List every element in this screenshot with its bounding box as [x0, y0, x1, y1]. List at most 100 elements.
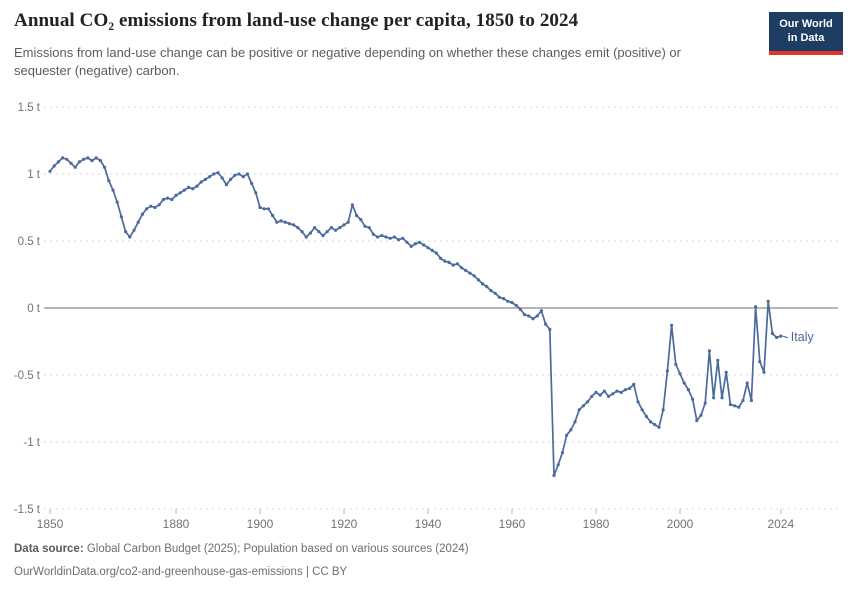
data-point-marker: [703, 401, 707, 405]
data-point-marker: [544, 322, 548, 326]
x-axis-tick-label: 1940: [415, 517, 442, 531]
data-point-marker: [640, 408, 644, 412]
citation-link[interactable]: OurWorldinData.org/co2-and-greenhouse-ga…: [14, 566, 348, 578]
data-point-marker: [720, 396, 724, 400]
data-point-marker: [115, 200, 119, 204]
data-point-marker: [216, 171, 220, 175]
y-axis-tick-label: 0 t: [27, 303, 41, 315]
data-point-marker: [699, 413, 703, 417]
data-point-marker: [220, 176, 224, 180]
owid-logo[interactable]: Our World in Data: [769, 12, 843, 55]
data-point-marker: [468, 271, 472, 275]
data-point-marker: [728, 402, 733, 407]
data-point-marker: [657, 425, 661, 429]
data-point-marker: [476, 278, 480, 282]
data-point-marker: [359, 218, 363, 222]
data-point-marker: [590, 394, 594, 398]
data-point-marker: [724, 370, 728, 374]
data-point-marker: [623, 388, 628, 392]
x-axis-tick-label: 2000: [667, 517, 694, 531]
data-point-marker: [308, 231, 312, 235]
data-point-marker: [157, 203, 161, 207]
data-point-marker: [73, 165, 77, 169]
data-point-marker: [577, 408, 581, 412]
data-point-marker: [98, 159, 102, 163]
data-point-marker: [136, 220, 140, 224]
page-title: Annual CO₂ emissions from land-use chang…: [14, 10, 579, 31]
data-point-marker: [481, 282, 485, 286]
data-point-marker: [733, 404, 737, 408]
data-point-marker: [607, 394, 611, 398]
data-point-marker: [560, 451, 565, 455]
data-point-marker: [716, 358, 720, 362]
data-point-marker: [611, 392, 615, 396]
data-point-marker: [405, 240, 409, 244]
entity-label-connector: [782, 335, 788, 339]
data-point-marker: [376, 235, 380, 239]
data-point-marker: [430, 248, 434, 252]
data-point-marker: [145, 207, 149, 211]
data-point-marker: [199, 180, 203, 184]
data-point-marker: [619, 390, 623, 394]
data-point-marker: [338, 226, 342, 230]
data-point-marker: [737, 405, 741, 409]
data-point-marker: [384, 235, 388, 239]
data-point-marker: [460, 266, 464, 270]
data-point-marker: [174, 193, 178, 197]
data-point-marker: [514, 303, 518, 307]
data-point-marker: [775, 335, 779, 340]
data-point-marker: [153, 205, 157, 210]
data-point-marker: [451, 263, 455, 267]
data-point-marker: [94, 156, 98, 160]
data-point-marker: [292, 223, 296, 227]
data-point-marker: [208, 175, 212, 179]
data-point-marker: [161, 197, 165, 202]
data-point-marker: [258, 205, 262, 210]
data-point-marker: [644, 414, 649, 419]
data-point-marker: [510, 301, 514, 305]
data-point-marker: [334, 228, 338, 232]
data-point-marker: [317, 230, 321, 234]
x-axis-tick-label: 2024: [767, 517, 794, 531]
data-point-marker: [712, 396, 716, 400]
data-point-marker: [166, 196, 170, 200]
data-point-marker: [140, 212, 144, 216]
x-axis-tick-label: 1880: [163, 517, 190, 531]
y-axis-tick-label: 0.5 t: [18, 236, 41, 248]
data-point-marker: [670, 323, 674, 327]
data-point-marker: [107, 179, 111, 183]
data-point-marker: [313, 226, 317, 230]
data-point-marker: [111, 188, 115, 192]
data-point-marker: [300, 230, 304, 234]
data-point-marker: [250, 181, 254, 185]
data-point-marker: [287, 222, 291, 226]
data-point-marker: [254, 191, 258, 195]
data-point-marker: [439, 256, 443, 260]
data-point-marker: [535, 314, 539, 318]
data-point-marker: [594, 390, 598, 394]
data-point-marker: [178, 191, 182, 195]
data-point-marker: [233, 173, 237, 177]
data-point-marker: [296, 226, 300, 230]
data-point-marker: [82, 157, 86, 161]
data-source-label: Data source:: [14, 543, 84, 555]
data-point-marker: [569, 428, 573, 432]
data-point-marker: [749, 398, 754, 403]
data-point-marker: [355, 213, 359, 218]
data-point-marker: [61, 156, 65, 160]
data-point-marker: [418, 240, 422, 244]
owid-logo-line2: in Data: [787, 31, 825, 44]
entity-label-italy[interactable]: Italy: [791, 330, 815, 344]
data-point-marker: [346, 220, 350, 224]
data-point-marker: [132, 228, 136, 232]
data-point-marker: [649, 420, 653, 424]
data-point-marker: [758, 360, 762, 364]
data-point-marker: [636, 400, 640, 404]
data-point-marker: [602, 389, 607, 393]
data-point-marker: [573, 420, 577, 424]
data-point-marker: [65, 157, 69, 161]
data-point-marker: [653, 423, 657, 427]
data-point-marker: [325, 230, 329, 234]
x-axis-tick-label: 1980: [583, 517, 610, 531]
